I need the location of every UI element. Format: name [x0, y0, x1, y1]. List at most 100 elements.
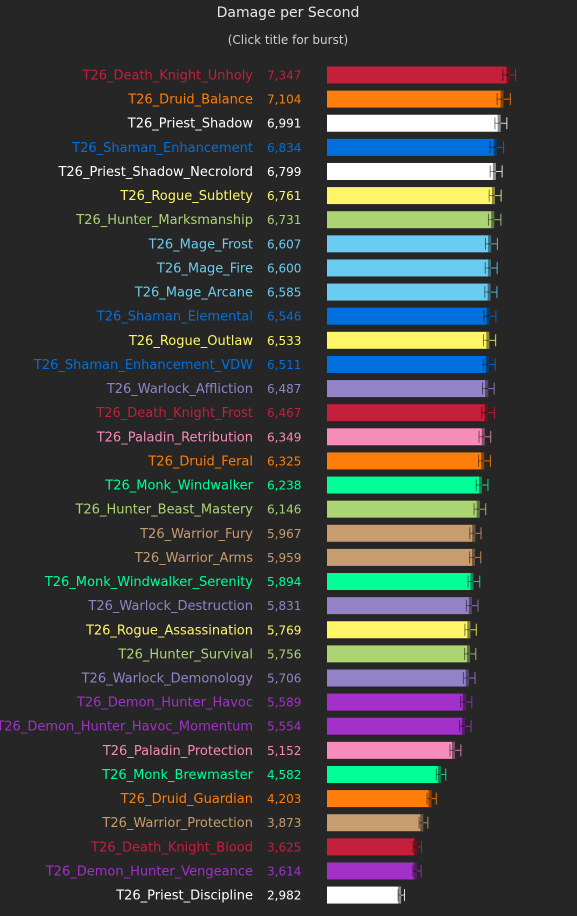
category-label: T26_Monk_Windwalker [104, 479, 253, 494]
bar-row: T26_Demon_Hunter_Havoc 5,589 [76, 693, 473, 711]
error-bar [481, 406, 495, 419]
bar-end-marker [486, 331, 490, 349]
bar [327, 741, 455, 759]
bar [327, 573, 474, 591]
error-bar [469, 527, 482, 540]
bar-row: T26_Shaman_Elemental 6,546 [96, 307, 497, 325]
bar-end-marker [451, 741, 455, 759]
value-label: 6,731 [267, 213, 301, 227]
category-label: T26_Monk_Brewmaster [101, 768, 254, 783]
bar-row: T26_Rogue_Assassination 5,769 [85, 621, 477, 639]
bar-end-marker [491, 211, 495, 229]
bar-end-marker [437, 765, 441, 783]
value-label: 7,104 [267, 93, 301, 107]
category-label: T26_Monk_Windwalker_Serenity [44, 575, 253, 590]
error-bar [460, 696, 473, 709]
value-label: 6,325 [267, 454, 301, 468]
bar [327, 114, 501, 132]
bar [327, 548, 476, 566]
value-label: 5,152 [267, 744, 301, 758]
bar-end-marker [493, 138, 497, 156]
chart-subtitle: (Click title for burst) [228, 33, 348, 47]
value-label: 5,756 [267, 647, 301, 661]
value-label: 5,706 [267, 672, 301, 686]
bar-end-marker [468, 597, 472, 615]
bar [327, 380, 489, 398]
error-bar [496, 93, 511, 106]
bar-row: T26_Monk_Brewmaster 4,582 [101, 765, 447, 783]
bar [327, 717, 465, 735]
bar [327, 307, 490, 325]
category-label: T26_Priest_Discipline [115, 889, 253, 904]
value-label: 2,982 [267, 889, 301, 903]
category-label: T26_Death_Knight_Frost [95, 406, 253, 421]
bar-end-marker [500, 90, 504, 108]
value-label: 4,203 [267, 792, 301, 806]
bar-end-marker [478, 476, 482, 494]
value-label: 6,600 [267, 261, 301, 275]
bar [327, 790, 432, 808]
bar [327, 187, 495, 205]
bar [327, 162, 496, 180]
bar-row: T26_Hunter_Beast_Mastery 6,146 [74, 500, 487, 518]
error-bar [465, 599, 479, 612]
bar-row: T26_Druid_Guardian 4,203 [120, 790, 437, 808]
bar [327, 452, 485, 470]
bar-row: T26_Warrior_Arms 5,959 [134, 548, 482, 566]
category-label: T26_Rogue_Assassination [85, 623, 253, 638]
bar-row: T26_Druid_Feral 6,325 [147, 452, 491, 470]
category-label: T26_Druid_Balance [127, 93, 253, 108]
category-label: T26_Warlock_Demonology [81, 672, 254, 687]
bar-end-marker [488, 235, 492, 253]
error-bar [487, 213, 502, 226]
category-label: T26_Paladin_Retribution [96, 430, 253, 445]
error-bar [482, 358, 496, 371]
bar-end-marker [481, 428, 485, 446]
error-bar [478, 454, 491, 467]
chart-title[interactable]: Damage per Second [217, 5, 360, 21]
bar [327, 66, 510, 84]
category-label: T26_Rogue_Subtlety [119, 189, 253, 204]
bar-end-marker [487, 259, 491, 277]
error-bar [418, 816, 429, 829]
value-label: 6,834 [267, 141, 301, 155]
bar-end-marker [484, 404, 488, 422]
value-label: 6,799 [267, 165, 301, 179]
bar-end-marker [472, 524, 476, 542]
bar-row: T26_Warrior_Fury 5,967 [139, 524, 482, 542]
error-bar [478, 430, 492, 443]
error-bar [412, 864, 422, 877]
value-label: 6,349 [267, 430, 301, 444]
category-label: T26_Paladin_Protection [102, 744, 253, 759]
bar-row: T26_Demon_Hunter_Havoc_Momentum 5,554 [0, 717, 472, 735]
bar-end-marker [481, 452, 485, 470]
category-label: T26_Demon_Hunter_Havoc [76, 696, 253, 711]
bar-end-marker [428, 790, 432, 808]
bar-rows: T26_Death_Knight_Unholy 7,347 T26_Druid_Ba… [0, 66, 517, 904]
error-bar [475, 479, 489, 492]
bar [327, 597, 472, 615]
bar-row: T26_Druid_Balance 7,104 [127, 90, 511, 108]
value-label: 5,831 [267, 599, 301, 613]
error-bar [484, 237, 498, 250]
error-bar [412, 840, 422, 853]
bar-end-marker [462, 693, 466, 711]
bar-row: T26_Paladin_Retribution 6,349 [96, 428, 492, 446]
bar [327, 355, 489, 373]
bar-row: T26_Warlock_Destruction 5,831 [87, 597, 479, 615]
bar-row: T26_Rogue_Subtlety 6,761 [119, 187, 502, 205]
bar [327, 838, 418, 856]
error-bar [426, 792, 437, 805]
category-label: T26_Priest_Shadow [127, 117, 254, 132]
bar-end-marker [414, 838, 418, 856]
error-bar [459, 720, 472, 733]
bar-end-marker [486, 307, 490, 325]
bar [327, 331, 490, 349]
bar-end-marker [466, 645, 470, 663]
bar-end-marker [413, 862, 417, 880]
category-label: T26_Druid_Feral [147, 454, 253, 469]
category-label: T26_Mage_Arcane [134, 286, 253, 301]
category-label: T26_Hunter_Beast_Mastery [74, 503, 253, 518]
error-bar [464, 647, 477, 660]
bar-end-marker [398, 886, 402, 904]
